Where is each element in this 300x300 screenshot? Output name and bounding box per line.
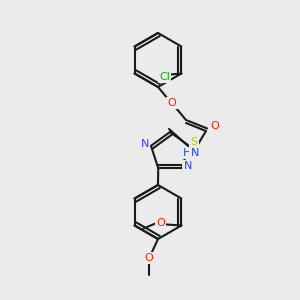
Text: H: H <box>183 148 191 158</box>
Text: O: O <box>145 253 153 263</box>
Text: Cl: Cl <box>159 71 170 82</box>
Text: O: O <box>211 121 219 131</box>
Text: N: N <box>191 148 199 158</box>
Text: O: O <box>156 218 165 229</box>
Text: N: N <box>184 161 192 171</box>
Text: O: O <box>168 98 176 108</box>
Text: N: N <box>141 139 149 149</box>
Text: S: S <box>190 137 198 147</box>
